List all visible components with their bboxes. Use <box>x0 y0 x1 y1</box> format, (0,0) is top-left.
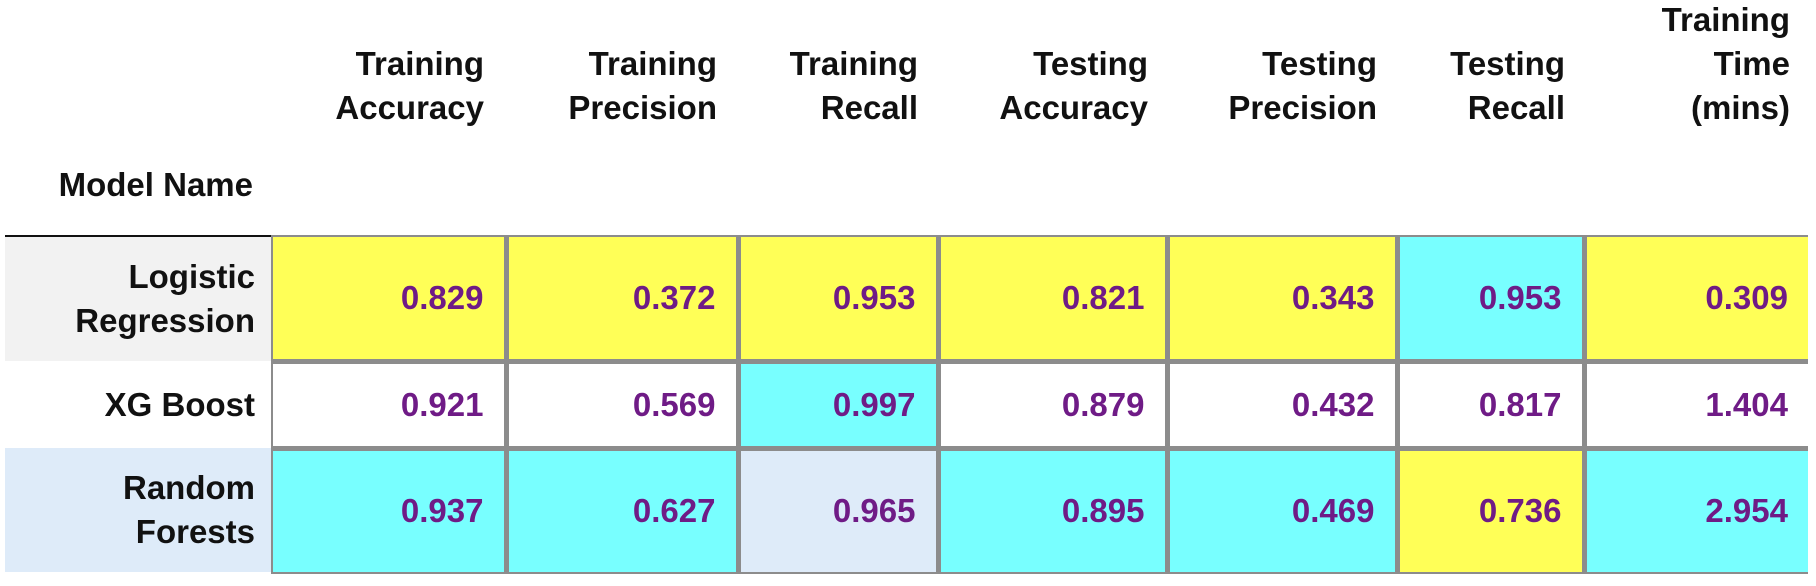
table-cell: 0.953 <box>1399 237 1582 359</box>
table-cell: 0.895 <box>940 450 1165 572</box>
column-header: Training Accuracy <box>284 0 484 130</box>
column-header-line: Testing <box>1450 45 1565 82</box>
row-label-line: Logistic <box>128 258 255 295</box>
table-cell: 1.404 <box>1586 363 1808 446</box>
row-label-line: Regression <box>75 302 255 339</box>
column-header-line: Precision <box>568 89 717 126</box>
column-header-line: Recall <box>1467 89 1565 126</box>
table-cell: 0.937 <box>273 450 504 572</box>
column-header: Testing Precision <box>1177 0 1377 130</box>
column-header-line: Recall <box>820 89 918 126</box>
column-header-line: Accuracy <box>335 89 484 126</box>
column-header-line: Precision <box>1228 89 1377 126</box>
table-cell: 0.569 <box>508 363 736 446</box>
column-header-line: Training <box>1661 1 1790 38</box>
table-cell: 0.965 <box>740 450 936 572</box>
table-cell: 0.736 <box>1399 450 1582 572</box>
table-cell: 0.921 <box>273 363 504 446</box>
table-cell: 0.309 <box>1586 237 1808 359</box>
column-header: Training Time (mins) <box>1590 0 1790 130</box>
table-cell: 2.954 <box>1586 450 1808 572</box>
table-cell: 0.432 <box>1169 363 1395 446</box>
column-header: Training Recall <box>718 0 918 130</box>
column-header-line: (mins) <box>1691 89 1790 126</box>
column-header-line: Testing <box>1262 45 1377 82</box>
column-header: Testing Recall <box>1365 0 1565 130</box>
row-label: XG Boost <box>5 361 273 448</box>
column-header-line: Time <box>1713 45 1790 82</box>
table-cell: 0.829 <box>273 237 504 359</box>
table-cell: 0.817 <box>1399 363 1582 446</box>
table-cell: 0.343 <box>1169 237 1395 359</box>
column-header-line: Training <box>588 45 717 82</box>
row-label: Logistic Regression <box>5 237 273 361</box>
table-cell: 0.372 <box>508 237 736 359</box>
row-label-line: Random <box>123 469 255 506</box>
column-header: Testing Accuracy <box>948 0 1148 130</box>
row-label-line: XG Boost <box>104 385 255 423</box>
row-label-line: Forests <box>135 513 255 550</box>
row-label: Random Forests <box>5 448 273 572</box>
column-header-line: Training <box>789 45 918 82</box>
column-header-line: Training <box>355 45 484 82</box>
table-cell: 0.469 <box>1169 450 1395 572</box>
column-header-line: Testing <box>1033 45 1148 82</box>
table-cell: 0.879 <box>940 363 1165 446</box>
table-cell: 0.953 <box>740 237 936 359</box>
table-cell: 0.627 <box>508 450 736 572</box>
table-cell: 0.997 <box>740 363 936 446</box>
index-rule <box>5 235 273 238</box>
index-title: Model Name <box>58 166 253 203</box>
column-header-line: Accuracy <box>999 89 1148 126</box>
column-header: Training Precision <box>517 0 717 130</box>
table-cell: 0.821 <box>940 237 1165 359</box>
results-table: 0.829 0.372 0.953 0.821 0.343 0.953 0.309 0.921… <box>271 235 1808 574</box>
